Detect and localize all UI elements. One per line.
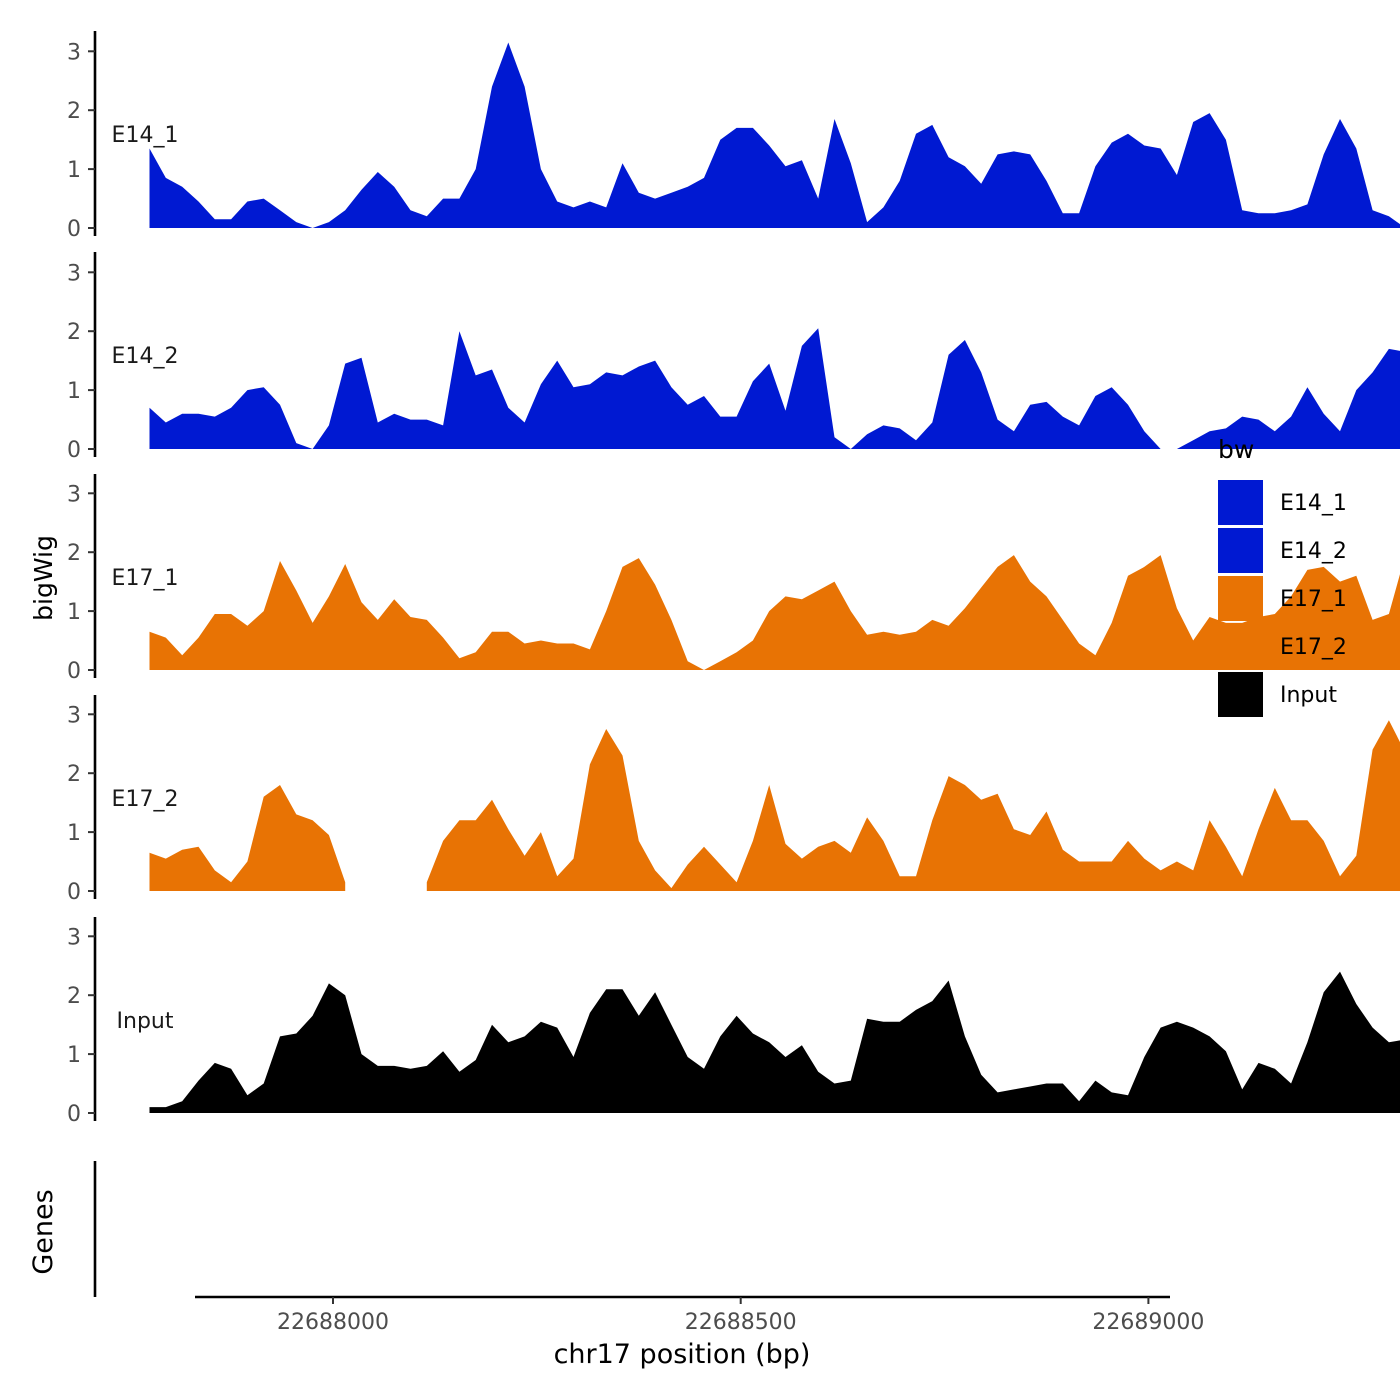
y-axis-title: bigWig	[29, 535, 58, 621]
track-label: E17_2	[112, 787, 179, 812]
legend-label: E14_2	[1280, 539, 1347, 564]
track-label: E14_1	[112, 123, 179, 148]
legend-item-e17_2: E17_2	[1218, 624, 1347, 669]
legend-swatch	[1218, 576, 1263, 621]
y-tick-label: 1	[67, 1043, 81, 1068]
area-e17_2	[149, 785, 346, 891]
legend: bw E14_1 E14_2 E17_1 E17_2 Input	[1218, 435, 1347, 717]
y-tick-label: 2	[67, 984, 81, 1009]
y-tick-label: 0	[67, 438, 81, 463]
legend-item-input: Input	[1218, 672, 1337, 717]
y-tick-label: 2	[67, 99, 81, 124]
legend-title: bw	[1218, 435, 1254, 464]
legend-swatch	[1218, 624, 1263, 669]
x-axis-title: chr17 position (bp)	[554, 1339, 811, 1370]
y-tick-label: 0	[67, 880, 81, 905]
y-tick-label: 3	[67, 261, 81, 286]
y-tick-label: 1	[67, 379, 81, 404]
y-tick-label: 2	[67, 320, 81, 345]
track-panel-e14_2: 0 1 2 3 E14_2	[67, 252, 1400, 463]
legend-item-e14_1: E14_1	[1218, 480, 1347, 525]
x-tick-label: 22688000	[277, 1310, 389, 1335]
legend-label: E14_1	[1280, 491, 1347, 516]
track-panel-e17_2: 0 1 2 3 E17_2	[67, 695, 1400, 905]
y-tick-label: 0	[67, 217, 81, 242]
legend-item-e14_2: E14_2	[1218, 528, 1347, 573]
x-tick-label: 22689000	[1092, 1310, 1204, 1335]
track-panel-input: 0 1 2 3 Input	[67, 917, 1400, 1127]
area-e17_1	[149, 555, 1400, 670]
legend-swatch	[1218, 672, 1263, 717]
area-input	[149, 971, 1400, 1113]
track-label: E17_1	[112, 566, 179, 591]
y-tick-label: 0	[67, 1102, 81, 1127]
track-panel-e14_1: 0 1 2 3 E14_1	[67, 31, 1400, 242]
y-tick-label: 0	[67, 659, 81, 684]
y-tick-label: 1	[67, 821, 81, 846]
track-panel-e17_1: 0 1 2 3 E17_1	[67, 474, 1400, 684]
legend-swatch	[1218, 480, 1263, 525]
genes-track: Gm9805	[93, 1161, 97, 1297]
genes-track-label: Genes	[28, 1189, 59, 1274]
area-e14_1	[149, 42, 1400, 228]
y-tick-label: 3	[67, 40, 81, 65]
y-tick-label: 1	[67, 600, 81, 625]
track-label: Input	[117, 1009, 174, 1034]
legend-label: E17_1	[1280, 587, 1347, 612]
y-tick-label: 2	[67, 762, 81, 787]
legend-label: Input	[1280, 683, 1337, 708]
y-tick-label: 2	[67, 541, 81, 566]
x-tick-label: 22688500	[685, 1310, 797, 1335]
y-tick-label: 1	[67, 158, 81, 183]
track-label: E14_2	[112, 344, 179, 369]
track-panels: 0 1 2 3 E14_1 0 1 2 3 E14_2 0 1 2 3 E17_1 0 1 2 3 E17_2 0 1 2 3…	[67, 31, 1400, 1127]
area-e17_2	[426, 720, 1400, 891]
legend-item-e17_1: E17_1	[1218, 576, 1347, 621]
legend-swatch	[1218, 528, 1263, 573]
legend-label: E17_2	[1280, 635, 1347, 660]
y-tick-label: 3	[67, 703, 81, 728]
x-axis: 2268800022688500226890002268950022690000	[195, 1295, 1204, 1335]
y-tick-label: 3	[67, 925, 81, 950]
y-tick-label: 3	[67, 482, 81, 507]
area-e14_2	[149, 328, 1400, 449]
